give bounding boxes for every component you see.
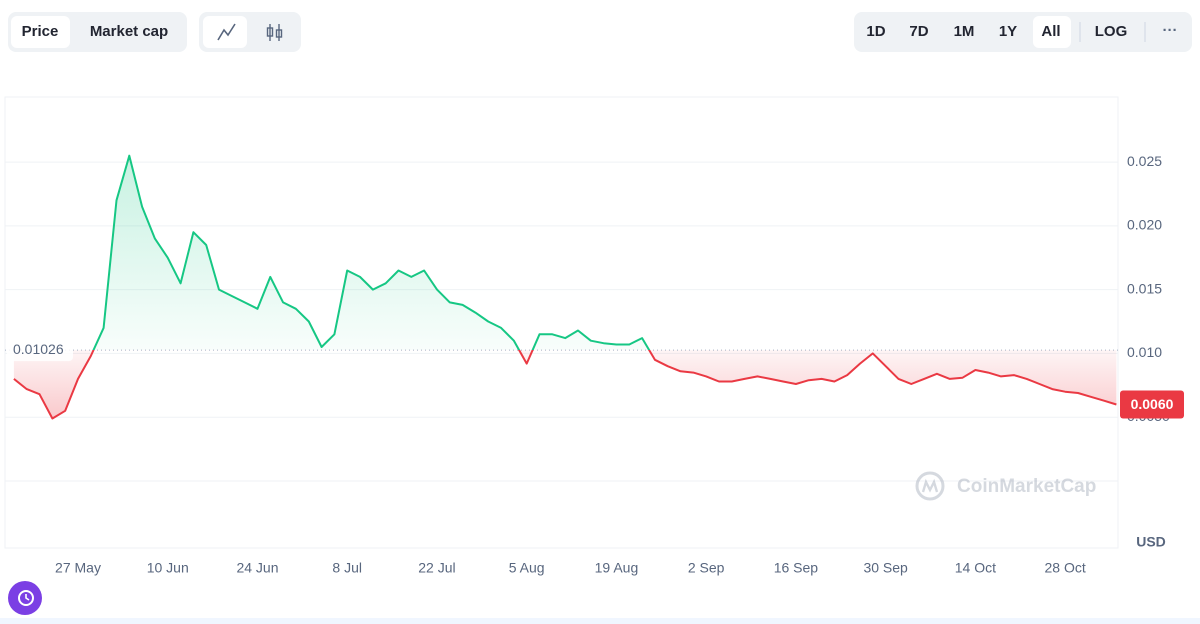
x-tick-label: 8 Jul	[332, 560, 362, 576]
y-tick-label: 0.020	[1127, 217, 1162, 233]
x-tick-label: 27 May	[55, 560, 101, 576]
x-tick-label: 2 Sep	[688, 560, 725, 576]
y-tick-label: 0.010	[1127, 344, 1162, 360]
x-tick-label: 19 Aug	[595, 560, 639, 576]
plot-frame	[4, 96, 1119, 549]
watermark: CoinMarketCap	[915, 471, 1096, 501]
x-tick-label: 16 Sep	[774, 560, 819, 576]
bottom-strip	[0, 618, 1200, 624]
baseline-label: 0.01026	[13, 341, 64, 357]
watermark-text: CoinMarketCap	[957, 476, 1096, 497]
range-button[interactable]: 7D	[909, 23, 928, 40]
current-price-tag	[1120, 390, 1184, 419]
candle-icon[interactable]	[266, 24, 283, 41]
range-button[interactable]: 1Y	[999, 23, 1017, 40]
y-tick-label: 0.015	[1127, 280, 1162, 296]
range-toggle	[854, 12, 1192, 52]
price-area	[13, 155, 1117, 419]
range-button[interactable]: 1D	[866, 23, 885, 40]
baseline-label-bg	[7, 337, 73, 362]
currency-label: USD	[1136, 534, 1166, 550]
y-tick-label: 0.025	[1127, 153, 1162, 169]
x-tick-label: 14 Oct	[955, 560, 996, 576]
price-line	[13, 154, 1117, 420]
range-button[interactable]: 1M	[954, 23, 975, 40]
x-tick-label: 22 Jul	[418, 560, 455, 576]
range-button[interactable]: All	[1041, 23, 1060, 40]
history-icon	[18, 590, 34, 606]
x-tick-label: 24 Jun	[236, 560, 278, 576]
range-button[interactable]: LOG	[1095, 23, 1128, 40]
line-icon	[217, 23, 236, 41]
current-price-label: 0.0060	[1131, 396, 1174, 412]
price-button[interactable]: Price	[22, 23, 59, 40]
more-button[interactable]: ···	[1163, 22, 1178, 39]
x-tick-label: 10 Jun	[147, 560, 189, 576]
x-tick-label: 5 Aug	[509, 560, 545, 576]
history-button[interactable]	[8, 581, 42, 615]
x-tick-label: 30 Sep	[863, 560, 908, 576]
active-button	[11, 16, 70, 48]
history-icon-hands	[25, 594, 30, 601]
x-tick-label: 28 Oct	[1045, 560, 1086, 576]
market-cap-button[interactable]: Market cap	[90, 23, 168, 40]
active-range	[1033, 16, 1071, 48]
